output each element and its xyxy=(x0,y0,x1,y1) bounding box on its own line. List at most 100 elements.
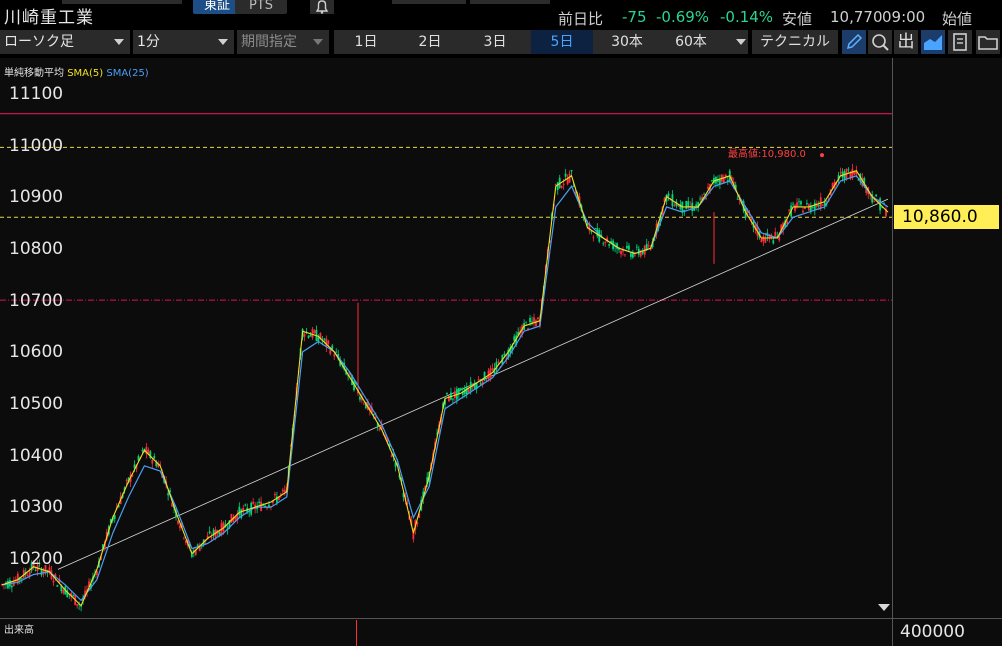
tab-3day[interactable]: 3日 xyxy=(483,34,507,50)
chevron-down-icon xyxy=(114,39,124,45)
candle-body xyxy=(679,203,682,209)
stock-name: 川崎重工業 xyxy=(4,8,94,28)
candle-body xyxy=(475,383,478,390)
save-icon xyxy=(953,33,967,51)
candle-body xyxy=(806,203,808,205)
open-label: 始値 xyxy=(942,10,973,28)
candle-body xyxy=(572,186,575,188)
candlestick-chart[interactable] xyxy=(0,58,892,618)
candle-body xyxy=(153,456,156,459)
candle-body xyxy=(855,170,858,175)
candle-body xyxy=(614,246,616,248)
candle-body xyxy=(813,202,816,211)
candle-body xyxy=(185,540,187,544)
candle-body xyxy=(568,173,571,183)
candle-body xyxy=(319,333,322,340)
candle-body xyxy=(335,351,338,353)
candle-body xyxy=(329,349,332,354)
folder-button[interactable] xyxy=(976,30,1000,54)
candle-body xyxy=(604,242,607,243)
tab-5day[interactable]: 5日 xyxy=(531,30,593,54)
candle-body xyxy=(515,335,518,345)
zoom-button[interactable] xyxy=(868,30,892,54)
candle-body xyxy=(48,567,51,573)
chart-type-value: ローソク足 xyxy=(4,34,74,50)
candle-body xyxy=(734,184,737,190)
tab-1day[interactable]: 1日 xyxy=(354,34,378,50)
top-tab-stub[interactable] xyxy=(470,0,550,4)
scroll-down-icon[interactable] xyxy=(878,604,890,611)
candle-body xyxy=(556,182,559,191)
candle-body xyxy=(281,489,284,492)
top-tab-stub[interactable] xyxy=(392,0,466,4)
draw-tool-button[interactable] xyxy=(842,30,866,54)
candle-body xyxy=(800,201,802,205)
candle-body xyxy=(113,515,116,519)
candle-body xyxy=(873,201,876,203)
market-tab-tosho[interactable]: 東証 xyxy=(193,0,241,14)
candle-body xyxy=(533,317,535,323)
candle-body xyxy=(370,407,373,414)
candle-body xyxy=(341,362,344,365)
change-label: 前日比 xyxy=(558,10,604,28)
candle-body xyxy=(483,371,486,381)
candle-body xyxy=(32,562,35,568)
output-button[interactable]: 出 xyxy=(894,30,918,54)
candle-body xyxy=(70,592,73,597)
candle-body xyxy=(262,505,264,506)
candle-body xyxy=(529,318,531,323)
candle-body xyxy=(188,543,191,547)
tab-2day[interactable]: 2日 xyxy=(418,34,442,50)
alert-button[interactable] xyxy=(310,0,334,14)
candle-body xyxy=(885,208,887,217)
candle-body xyxy=(266,507,268,509)
candle-body xyxy=(177,520,179,524)
candle-body xyxy=(380,424,383,430)
candle-body xyxy=(641,250,644,254)
interval-select[interactable]: 1分 xyxy=(133,30,234,54)
tab-30bars[interactable]: 30本 xyxy=(611,34,643,50)
candle-body xyxy=(459,388,462,391)
interval-value: 1分 xyxy=(137,34,160,50)
candle-body xyxy=(570,170,573,172)
price-chart[interactable] xyxy=(0,58,892,618)
candle-body xyxy=(485,380,488,382)
candle-body xyxy=(564,173,567,177)
tab-60bars[interactable]: 60本 xyxy=(675,34,707,50)
candle-body xyxy=(72,595,75,597)
candle-body xyxy=(465,386,468,395)
period-more-button[interactable] xyxy=(734,30,748,54)
candle-body xyxy=(667,193,670,197)
candle-body xyxy=(831,183,834,189)
candle-body xyxy=(477,379,480,381)
candle-body xyxy=(695,204,698,206)
volume-chart[interactable] xyxy=(0,618,892,646)
save-button[interactable] xyxy=(948,30,972,54)
chart-style-button[interactable] xyxy=(921,30,945,54)
period-range-select[interactable]: 期間指定 xyxy=(237,30,329,54)
candle-body xyxy=(566,178,569,185)
candle-body xyxy=(628,245,630,250)
low-value: 10,770 xyxy=(830,8,883,26)
candle-body xyxy=(507,349,510,359)
candle-body xyxy=(181,522,183,528)
technical-button[interactable]: テクニカル xyxy=(752,30,838,54)
candle-body xyxy=(626,245,628,249)
candle-body xyxy=(786,221,789,224)
candle-body xyxy=(618,248,620,250)
candle-body xyxy=(386,437,389,442)
candle-body xyxy=(131,475,134,477)
candle-body xyxy=(722,177,725,184)
market-tab-pts[interactable]: PTS xyxy=(235,0,287,14)
candle-body xyxy=(359,396,361,400)
candle-body xyxy=(815,204,818,207)
candle-body xyxy=(222,522,225,532)
candle-body xyxy=(622,249,624,252)
price-axis[interactable] xyxy=(892,58,1002,618)
candle-body xyxy=(376,422,379,427)
top-tab-stub[interactable] xyxy=(62,0,182,4)
high-marker xyxy=(820,153,824,158)
candle-body xyxy=(167,493,170,496)
chart-type-select[interactable]: ローソク足 xyxy=(0,30,130,54)
candle-body xyxy=(624,254,626,256)
